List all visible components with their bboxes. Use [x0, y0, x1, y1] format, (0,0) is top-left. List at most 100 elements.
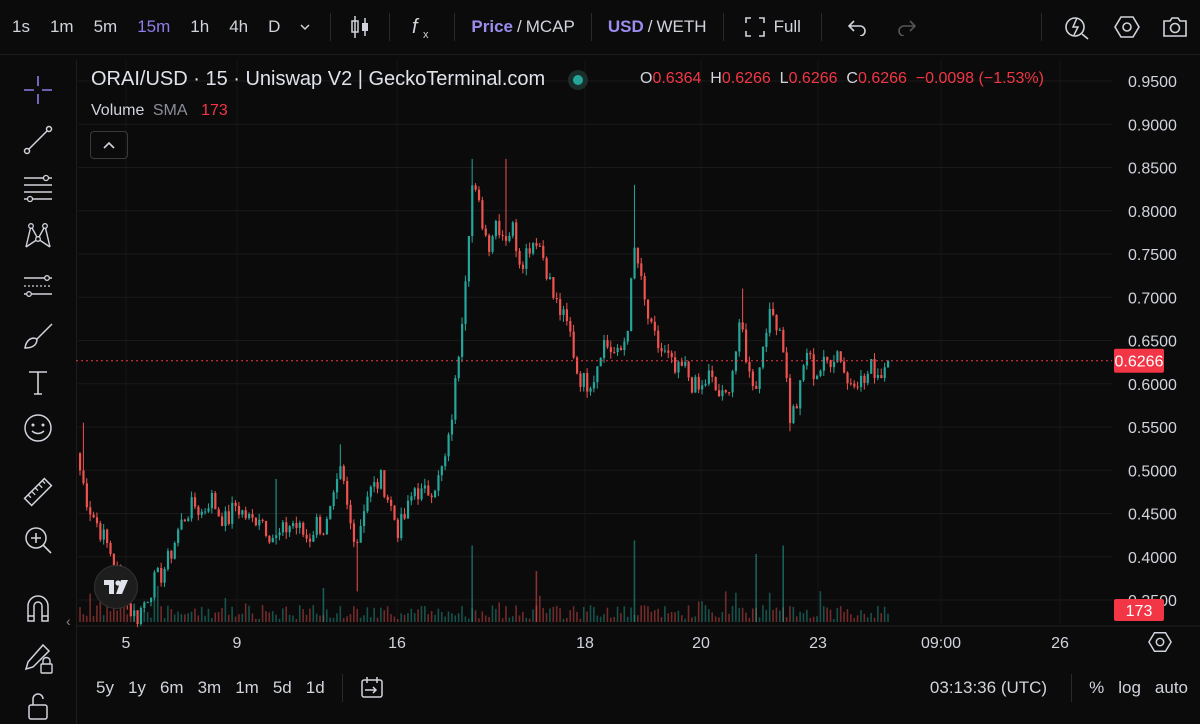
- utc-clock[interactable]: 03:13:36 (UTC): [929, 678, 1048, 697]
- lock-draw-icon[interactable]: [18, 638, 58, 678]
- range-5y[interactable]: 5y: [96, 678, 114, 697]
- unlock-icon[interactable]: [18, 684, 58, 724]
- timeframe-1h[interactable]: 1h: [190, 17, 210, 36]
- candle: [498, 214, 501, 239]
- fib-icon[interactable]: [18, 168, 58, 208]
- mcap-option[interactable]: MCAP: [525, 17, 575, 36]
- volume-bar: [123, 606, 125, 622]
- brush-icon[interactable]: [18, 316, 58, 356]
- currency-toggle[interactable]: USD / WETH: [602, 17, 713, 37]
- candle: [471, 158, 474, 243]
- volume-bar: [866, 617, 869, 622]
- volume-bar: [775, 607, 778, 622]
- volume-value: 173: [201, 102, 228, 119]
- zoom-in-icon[interactable]: [18, 520, 58, 560]
- fullscreen-button[interactable]: Full: [734, 16, 811, 38]
- volume-bar: [812, 616, 815, 622]
- candle: [812, 348, 815, 386]
- candle: [623, 337, 626, 356]
- volume-bar: [853, 618, 855, 622]
- candle: [802, 364, 805, 382]
- candle: [332, 490, 335, 510]
- emoji-icon[interactable]: [18, 408, 58, 448]
- candle: [488, 233, 491, 257]
- candle: [177, 527, 180, 547]
- range-3m[interactable]: 3m: [197, 678, 222, 697]
- candle: [839, 351, 842, 364]
- settings-icon[interactable]: [1102, 14, 1152, 40]
- percent-toggle[interactable]: %: [1089, 678, 1105, 697]
- camera-icon[interactable]: [1152, 15, 1200, 39]
- range-1m[interactable]: 1m: [235, 678, 259, 697]
- trend-line-icon[interactable]: [18, 120, 58, 160]
- candle: [349, 499, 352, 530]
- candle: [308, 533, 312, 548]
- volume-bar: [400, 613, 402, 622]
- candle: [724, 389, 727, 394]
- goto-date-icon[interactable]: [353, 676, 391, 700]
- auto-toggle[interactable]: auto: [1154, 678, 1188, 697]
- volume-bar: [238, 614, 240, 622]
- forecast-icon[interactable]: [18, 266, 58, 306]
- pattern-icon[interactable]: [18, 216, 58, 256]
- timeframe-15m[interactable]: 15m: [137, 17, 171, 36]
- range-6m[interactable]: 6m: [159, 678, 184, 697]
- candle: [467, 235, 470, 287]
- price-option[interactable]: Price: [471, 17, 514, 36]
- volume-bar: [197, 615, 200, 622]
- volume-bar: [616, 606, 619, 622]
- log-toggle[interactable]: log: [1118, 678, 1141, 697]
- candles: [79, 158, 890, 628]
- candle: [190, 491, 193, 522]
- volume-bar: [251, 613, 254, 622]
- range-5d[interactable]: 5d: [272, 678, 292, 697]
- range-1y[interactable]: 1y: [127, 678, 146, 697]
- magnet-icon[interactable]: [18, 588, 58, 628]
- timeframe-1m[interactable]: 1m: [49, 17, 74, 36]
- candle: [461, 317, 464, 362]
- candle: [342, 464, 345, 485]
- undo-icon[interactable]: [832, 18, 882, 36]
- ruler-icon[interactable]: [18, 472, 58, 512]
- axis-settings-icon[interactable]: [1148, 630, 1172, 654]
- timeframe-4h[interactable]: 4h: [229, 17, 249, 36]
- volume-bar: [772, 609, 774, 622]
- range-1d[interactable]: 1d: [305, 678, 325, 697]
- quick-search-icon[interactable]: [1052, 14, 1102, 40]
- candle: [508, 232, 511, 243]
- weth-option[interactable]: WETH: [656, 17, 707, 36]
- price-mcap-toggle[interactable]: Price / MCAP: [465, 17, 580, 37]
- redo-icon[interactable]: [882, 18, 932, 36]
- candle: [636, 247, 640, 269]
- timeframe-1s[interactable]: 1s: [12, 17, 30, 36]
- timeframe-d[interactable]: D: [268, 17, 281, 36]
- candle: [599, 357, 602, 367]
- text-icon[interactable]: [18, 362, 58, 402]
- crosshair-icon[interactable]: [18, 70, 58, 110]
- volume-bar: [376, 617, 379, 622]
- volume-bar: [850, 614, 852, 622]
- volume-bar: [630, 607, 632, 622]
- candle: [143, 601, 146, 613]
- candle: [707, 363, 711, 387]
- candle: [528, 242, 531, 258]
- candle: [281, 519, 285, 536]
- close-value: 0.6266: [857, 70, 907, 87]
- volume-bar: [620, 613, 622, 622]
- usd-option[interactable]: USD: [607, 17, 644, 36]
- volume-bar: [177, 611, 179, 622]
- candles-icon[interactable]: [341, 14, 379, 40]
- chevron-down-icon[interactable]: [290, 20, 320, 34]
- volume-bar: [721, 612, 724, 622]
- timeframe-5m[interactable]: 5m: [93, 17, 118, 36]
- volume-bar: [204, 615, 206, 622]
- y-tick-label: 0.5000: [1128, 463, 1177, 480]
- volume-bar: [528, 618, 531, 622]
- collapse-legend-button[interactable]: [90, 131, 128, 159]
- volume-bar: [633, 540, 636, 622]
- tradingview-logo[interactable]: [94, 565, 138, 609]
- volume-bar: [451, 613, 453, 622]
